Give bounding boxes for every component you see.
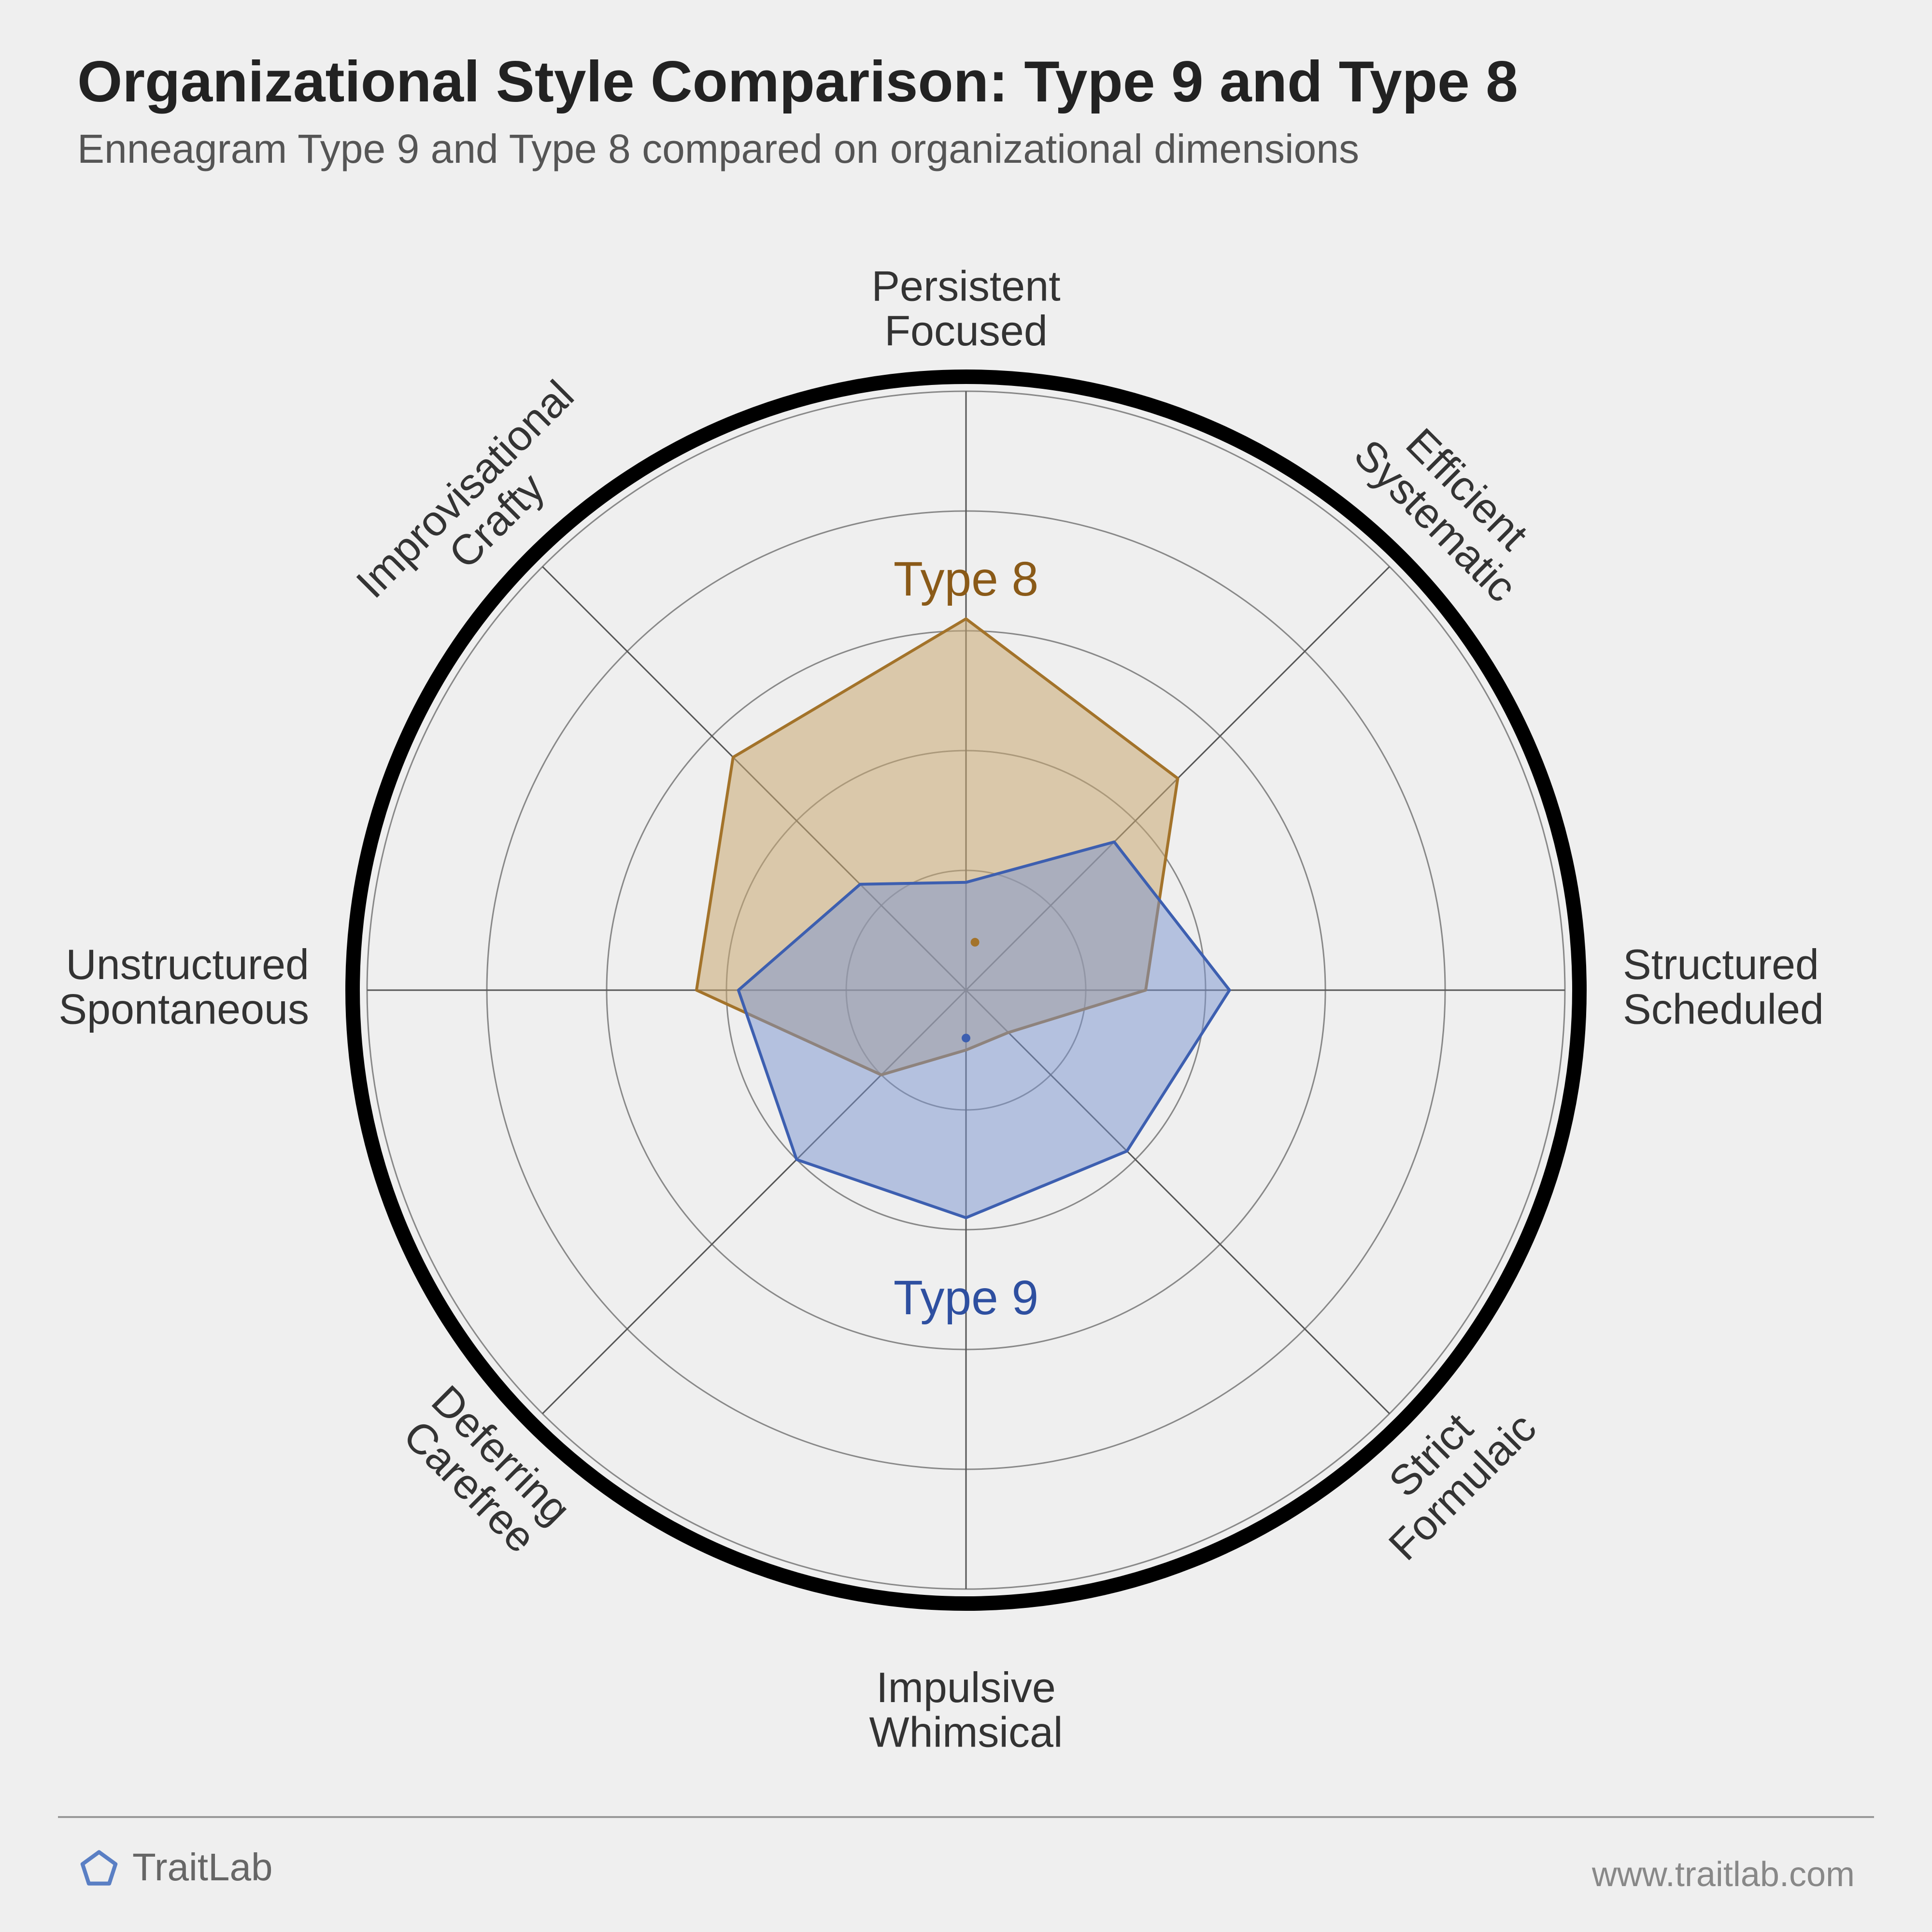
axis-label: ImpulsiveWhimsical <box>869 1663 1063 1756</box>
series-label: Type 9 <box>894 1271 1038 1325</box>
radar-svg: Type 8Type 9PersistentFocusedEfficientSy… <box>0 193 1932 1787</box>
svg-text:Impulsive: Impulsive <box>876 1663 1056 1711</box>
footer-url: www.traitlab.com <box>1592 1855 1855 1894</box>
pentagon-logo-icon <box>77 1846 121 1889</box>
brand-name: TraitLab <box>132 1845 273 1889</box>
radar-chart: Type 8Type 9PersistentFocusedEfficientSy… <box>0 193 1932 1787</box>
footer-divider <box>58 1816 1874 1818</box>
svg-text:Persistent: Persistent <box>871 262 1060 310</box>
axis-label: StructuredScheduled <box>1623 940 1824 1033</box>
svg-text:Focused: Focused <box>884 307 1048 355</box>
svg-text:Spontaneous: Spontaneous <box>58 985 309 1033</box>
footer-brand: TraitLab <box>77 1845 273 1889</box>
svg-text:Unstructured: Unstructured <box>66 940 309 988</box>
series-label: Type 8 <box>894 552 1038 606</box>
axis-label: PersistentFocused <box>871 262 1060 354</box>
chart-card: Organizational Style Comparison: Type 9 … <box>0 0 1932 1932</box>
chart-title: Organizational Style Comparison: Type 9 … <box>77 48 1518 115</box>
svg-text:Whimsical: Whimsical <box>869 1708 1063 1756</box>
svg-text:Structured: Structured <box>1623 940 1819 988</box>
chart-subtitle: Enneagram Type 9 and Type 8 compared on … <box>77 126 1359 172</box>
svg-text:Scheduled: Scheduled <box>1623 985 1824 1033</box>
axis-label: UnstructuredSpontaneous <box>58 940 309 1033</box>
